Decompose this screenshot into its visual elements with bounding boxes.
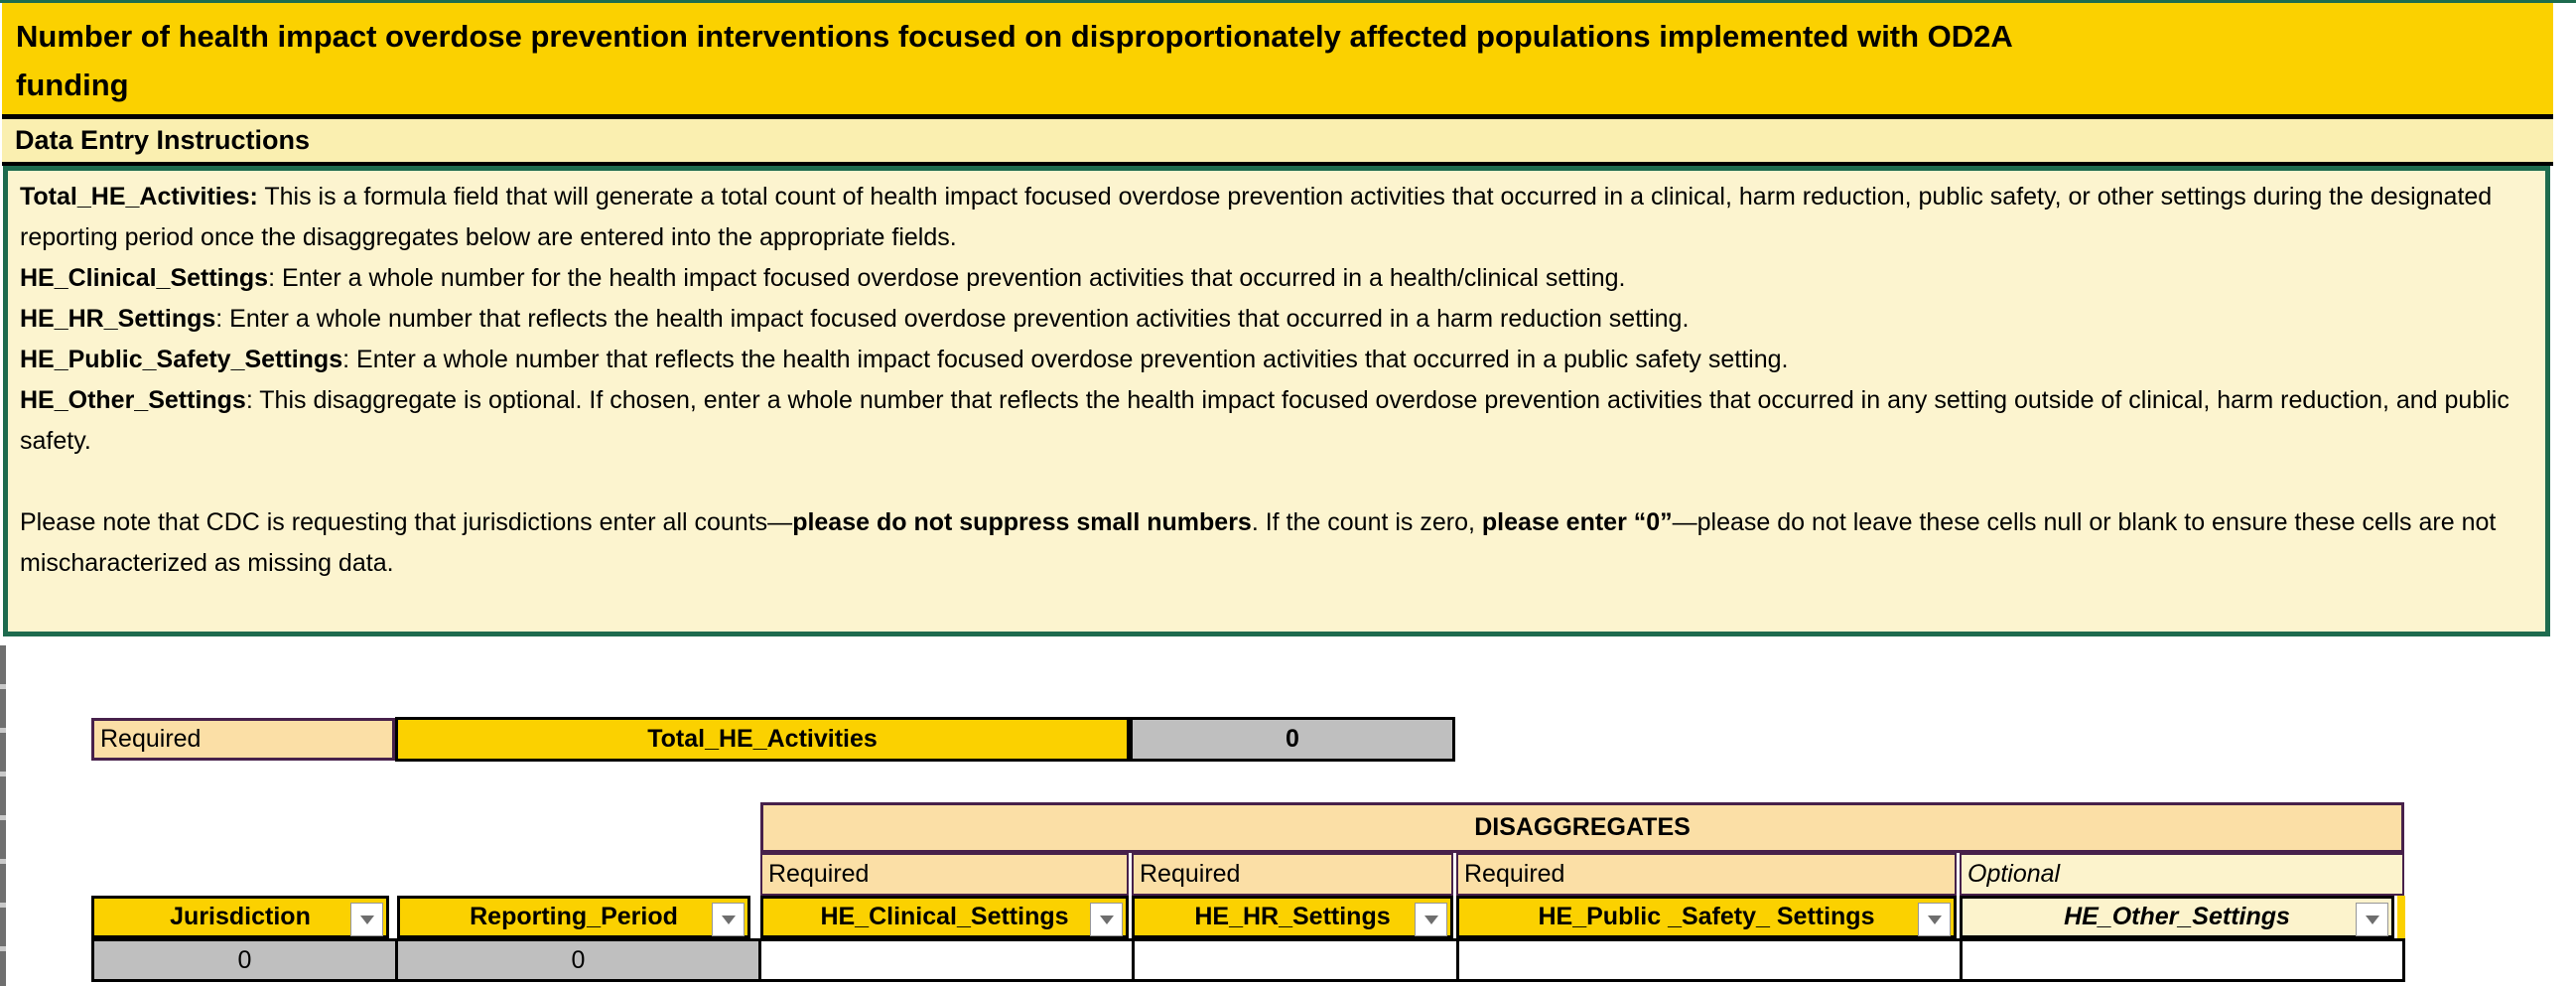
requirement-label-public-safety: Required [1456, 853, 1957, 896]
filter-dropdown-button[interactable] [1918, 903, 1951, 936]
summary-requirement-label: Required [91, 718, 395, 761]
filter-dropdown-button[interactable] [712, 903, 745, 936]
disaggregates-title: DISAGGREGATES [760, 802, 2404, 853]
column-header-label: HE_Other_Settings [2064, 903, 2290, 930]
cell-reporting-period-value[interactable]: 0 [395, 938, 761, 982]
cell-he-hr-settings-value[interactable] [1132, 938, 1459, 982]
instruction-item: HE_HR_Settings: Enter a whole number tha… [20, 299, 2533, 340]
instruction-item: HE_Public_Safety_Settings: Enter a whole… [20, 340, 2533, 380]
instruction-item: HE_Clinical_Settings: Enter a whole numb… [20, 258, 2533, 299]
filter-dropdown-button[interactable] [1090, 903, 1123, 936]
column-header-he-clinical-settings: HE_Clinical_Settings [760, 896, 1129, 938]
total-he-activities-header-cell: Total_HE_Activities [395, 717, 1130, 762]
instructions-header: Data Entry Instructions [2, 119, 2553, 166]
instructions-box: Total_HE_Activities: This is a formula f… [3, 166, 2550, 636]
chevron-down-icon [1424, 915, 1438, 924]
column-header-he-other-settings: HE_Other_Settings [1960, 896, 2394, 938]
note-paragraph: Please note that CDC is requesting that … [20, 502, 2533, 584]
chevron-down-icon [1099, 915, 1114, 924]
next-column-edge [2397, 896, 2405, 938]
filter-dropdown-button[interactable] [2356, 903, 2388, 936]
field-label: HE_Clinical_Settings [20, 264, 269, 292]
column-header-he-hr-settings: HE_HR_Settings [1132, 896, 1453, 938]
note-emphasis: please enter “0” [1481, 508, 1673, 536]
chevron-down-icon [721, 915, 736, 924]
instruction-item: Total_HE_Activities: This is a formula f… [20, 177, 2533, 258]
cell-jurisdiction-value[interactable]: 0 [91, 938, 398, 982]
requirement-label-hr: Required [1132, 853, 1453, 896]
column-header-label: Reporting_Period [470, 903, 678, 930]
cell-he-other-settings-value[interactable] [1960, 938, 2405, 982]
field-description: : Enter a whole number that reflects the… [215, 305, 1690, 333]
column-header-he-public-safety-settings: HE_Public _Safety_ Settings [1456, 896, 1957, 938]
filter-dropdown-button[interactable] [1415, 903, 1447, 936]
top-edge-line [0, 0, 2576, 3]
field-description: : Enter a whole number for the health im… [268, 264, 1626, 292]
cell-he-public-safety-settings-value[interactable] [1456, 938, 1963, 982]
field-description: : Enter a whole number that reflects the… [342, 346, 1789, 373]
column-header-label: Jurisdiction [170, 903, 311, 930]
requirement-label-clinical: Required [760, 853, 1129, 896]
cell-he-clinical-settings-value[interactable] [758, 938, 1135, 982]
filter-dropdown-button[interactable] [350, 903, 383, 936]
column-header-reporting-period: Reporting_Period [397, 896, 750, 938]
column-header-label: HE_Public _Safety_ Settings [1538, 903, 1875, 930]
field-description: This is a formula field that will genera… [20, 183, 2493, 251]
requirement-label-other: Optional [1960, 853, 2404, 896]
field-label: HE_HR_Settings [20, 305, 216, 333]
total-he-activities-value-cell[interactable]: 0 [1130, 717, 1455, 762]
metric-title-line1: Number of health impact overdose prevent… [16, 19, 2013, 54]
note-text: Please note that CDC is requesting that … [20, 508, 793, 536]
instruction-item: HE_Other_Settings: This disaggregate is … [20, 380, 2533, 462]
field-label: HE_Other_Settings [20, 386, 246, 414]
chevron-down-icon [359, 915, 374, 924]
chevron-down-icon [1927, 915, 1942, 924]
field-description: : This disaggregate is optional. If chos… [20, 386, 2509, 455]
note-text: —please do not leave these cells null or… [20, 508, 2497, 577]
row-header-strip [0, 645, 6, 986]
column-header-label: HE_Clinical_Settings [820, 903, 1069, 930]
column-header-label: HE_HR_Settings [1194, 903, 1391, 930]
field-label: Total_HE_Activities: [20, 183, 258, 211]
spacer [20, 462, 2533, 502]
note-emphasis: please do not suppress small numbers [792, 508, 1252, 536]
note-text: . If the count is zero, [1251, 508, 1482, 536]
column-header-jurisdiction: Jurisdiction [91, 896, 389, 938]
metric-title-line2: funding [16, 68, 129, 102]
metric-title: Number of health impact overdose prevent… [2, 3, 2553, 119]
field-label: HE_Public_Safety_Settings [20, 346, 343, 373]
chevron-down-icon [2365, 915, 2379, 924]
